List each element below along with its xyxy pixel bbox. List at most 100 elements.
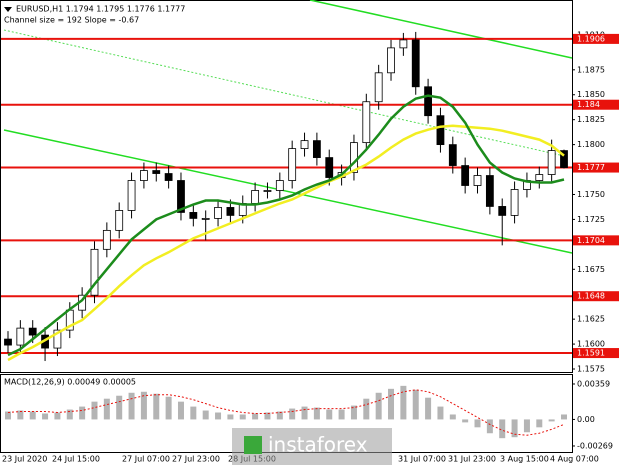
- level-label-box: [573, 291, 619, 302]
- macd-bar: [425, 397, 432, 420]
- channel-middle: [3, 29, 561, 156]
- macd-bar: [140, 391, 147, 420]
- chart-subtitle: Channel size = 192 Slope = -0.67: [4, 16, 139, 25]
- macd-bar: [190, 406, 197, 420]
- candle-body: [485, 175, 494, 207]
- macd-signal: [7, 389, 565, 436]
- macd-bar: [17, 410, 24, 420]
- y-tick-label: 1.1575: [577, 365, 605, 374]
- candle-body: [374, 72, 383, 103]
- channel-lower: [3, 129, 573, 254]
- macd-tick-label: -0.00269: [577, 441, 613, 450]
- macd-bar: [536, 419, 543, 428]
- macd-bar: [66, 409, 73, 420]
- candle-body: [263, 190, 272, 192]
- candle-body: [498, 206, 507, 216]
- candle-body: [140, 170, 148, 181]
- y-tick-label: 1.1875: [577, 65, 605, 74]
- x-tick-label: 4 Aug 07:00: [550, 455, 599, 464]
- macd-tick-label: 0.00: [577, 415, 595, 424]
- macd-bar: [350, 405, 357, 420]
- macd-bar: [54, 412, 61, 420]
- macd-bar: [91, 401, 98, 420]
- candle-body: [53, 329, 62, 349]
- x-tick-label: 27 Jul 23:00: [172, 455, 220, 464]
- macd-bar: [153, 393, 160, 420]
- moving-average: [7, 124, 565, 362]
- macd-bar: [437, 406, 444, 420]
- level-label: 1.1906: [577, 34, 605, 43]
- candle-body: [214, 207, 222, 219]
- candle-body: [362, 101, 371, 144]
- y-tick-label: 1.1600: [577, 340, 605, 349]
- candle-body: [560, 150, 568, 168]
- macd-bar: [511, 419, 518, 438]
- macd-bar: [375, 392, 382, 420]
- macd-bar: [165, 396, 172, 420]
- watermark: instaforex: [232, 428, 392, 465]
- y-tick-label: 1.1675: [577, 265, 605, 274]
- macd-bar: [486, 419, 493, 434]
- y-tick-label: 1.1825: [577, 115, 605, 124]
- macd-bar: [42, 413, 49, 420]
- moving-average: [7, 94, 565, 357]
- macd-bar: [313, 407, 320, 420]
- x-tick-label: 27 Jul 07:00: [122, 455, 170, 464]
- candle-body: [473, 175, 482, 186]
- macd-bar: [103, 398, 110, 420]
- macd-bar: [239, 414, 246, 420]
- y-tick-label: 1.1850: [577, 90, 605, 99]
- level-label-box: [573, 33, 619, 44]
- candle-body: [275, 180, 284, 191]
- candle-body: [201, 218, 210, 220]
- macd-bar: [264, 412, 271, 420]
- chart-title: EURUSD,H1 1.1794 1.1795 1.1776 1.1777: [16, 5, 185, 14]
- candle-body: [177, 180, 185, 213]
- macd-bar: [289, 408, 296, 420]
- candle-body: [399, 39, 408, 49]
- y-tick-label: 1.1725: [577, 215, 605, 224]
- candle-body: [436, 115, 445, 146]
- macd-bar: [202, 410, 209, 420]
- candle-body: [226, 207, 235, 216]
- macd-bar: [561, 414, 567, 420]
- candle-body: [325, 157, 334, 178]
- candle-body: [411, 39, 420, 88]
- macd-tick-label: 0.00359: [577, 379, 610, 388]
- macd-bar: [449, 414, 456, 420]
- macd-label: MACD(12,26,9) 0.00049 0.00005: [4, 378, 136, 387]
- macd-bar: [301, 406, 308, 420]
- x-tick-label: 23 Jul 2020: [2, 455, 47, 464]
- macd-bar: [523, 419, 530, 433]
- candle-body: [510, 189, 519, 216]
- candle-body: [4, 338, 12, 346]
- main-pane: [0, 0, 573, 373]
- macd-bar: [5, 411, 11, 420]
- macd-bar: [29, 411, 36, 420]
- level-label: 1.1648: [577, 292, 605, 301]
- x-tick-label: 31 Jul 07:00: [398, 455, 446, 464]
- macd-bar: [474, 419, 481, 428]
- level-label: 1.1704: [577, 236, 605, 245]
- candle-body: [387, 47, 395, 74]
- x-tick-label: 3 Aug 15:00: [500, 455, 549, 464]
- collapse-icon: [4, 7, 12, 12]
- candle-body: [152, 170, 161, 174]
- watermark-logo: [244, 436, 262, 454]
- candle-body: [300, 140, 309, 150]
- y-tick-label: 1.1625: [577, 315, 605, 324]
- macd-bar: [79, 406, 86, 420]
- x-tick-label: 31 Jul 23:00: [448, 455, 496, 464]
- level-label: 1.1777: [577, 163, 605, 172]
- candle-body: [102, 229, 111, 250]
- macd-bar: [252, 413, 259, 420]
- macd-bar: [363, 398, 370, 420]
- candle-body: [28, 327, 37, 336]
- macd-bar: [462, 419, 469, 423]
- candle-body: [16, 327, 25, 346]
- macd-bar: [128, 392, 135, 420]
- candle-body: [189, 212, 198, 219]
- y-tick-label: 1.1750: [577, 190, 605, 199]
